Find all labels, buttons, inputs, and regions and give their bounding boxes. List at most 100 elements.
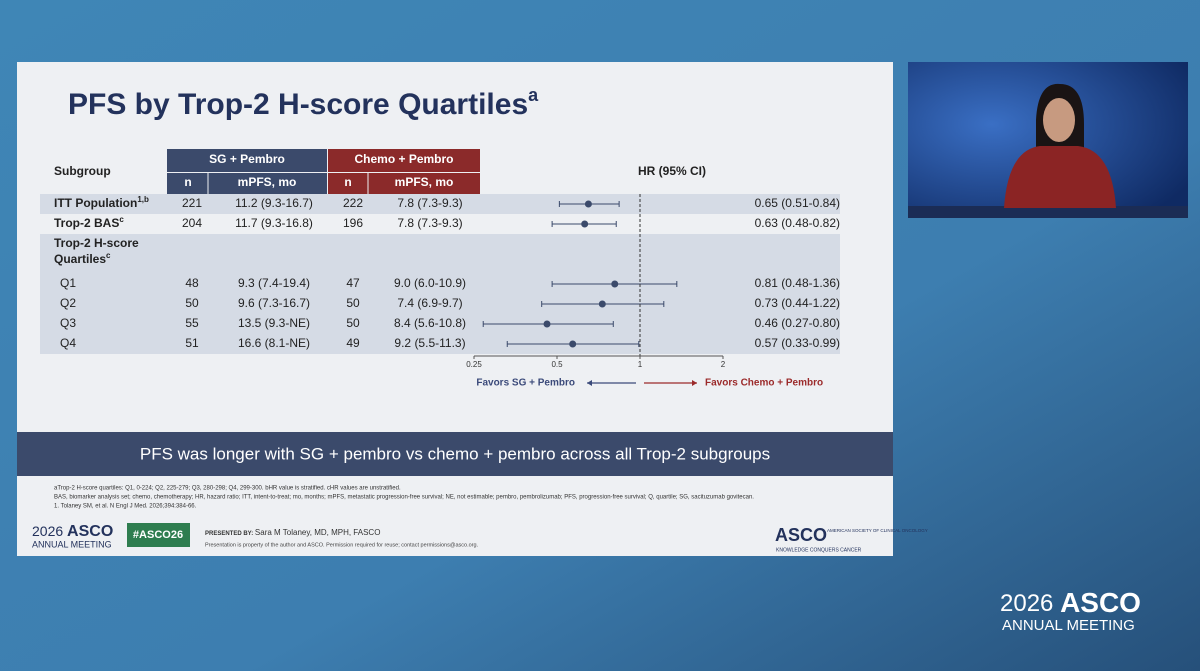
podium bbox=[908, 206, 1188, 218]
row-shade bbox=[40, 234, 840, 274]
hashtag: #ASCO26 bbox=[133, 529, 183, 541]
cell: 50 bbox=[185, 296, 199, 310]
cell: 7.8 (7.3-9.3) bbox=[397, 196, 462, 210]
footnote: BAS, biomarker analysis set; chemo, chem… bbox=[54, 495, 754, 501]
presented-by: PRESENTED BY: Sara M Tolaney, MD, MPH, F… bbox=[205, 528, 380, 537]
label-text: Q3 bbox=[60, 316, 76, 330]
footnote: 1. Tolaney SM, et al. N Engl J Med. 2026… bbox=[54, 504, 197, 510]
cell: 7.8 (7.3-9.3) bbox=[397, 216, 462, 230]
presented-label: PRESENTED BY: bbox=[205, 531, 253, 537]
overlay-sub: ANNUAL MEETING bbox=[1002, 617, 1135, 634]
cell: 221 bbox=[182, 196, 202, 210]
x-tick-label: 1 bbox=[638, 360, 643, 369]
favors-right: Favors Chemo + Pembro bbox=[705, 378, 823, 389]
banner-text: PFS was longer with SG + pembro vs chemo… bbox=[140, 444, 770, 463]
hr-point bbox=[611, 280, 619, 288]
subgroup-header: Subgroup bbox=[54, 164, 111, 178]
cell: 49 bbox=[346, 336, 360, 350]
hr-point bbox=[581, 220, 589, 228]
permission: Presentation is property of the author a… bbox=[205, 542, 479, 548]
cell: 16.6 (8.1-NE) bbox=[238, 336, 310, 350]
row-label: Q2 bbox=[60, 296, 76, 310]
sg-header-box bbox=[167, 149, 327, 172]
cell: 0.65 (0.51-0.84) bbox=[755, 196, 840, 210]
chemo-header: Chemo + Pembro bbox=[354, 152, 453, 166]
x-tick-label: 0.5 bbox=[551, 360, 563, 369]
mpfs-header: mPFS, mo bbox=[238, 175, 297, 189]
speaker-face bbox=[1043, 98, 1075, 142]
cell: 9.3 (7.4-19.4) bbox=[238, 276, 310, 290]
label-sup: c bbox=[119, 215, 124, 224]
cell: 55 bbox=[185, 316, 199, 330]
overlay-logo: 2026 ASCO bbox=[1000, 587, 1141, 618]
cell: 50 bbox=[346, 316, 360, 330]
cell: 204 bbox=[182, 216, 202, 230]
arrow-right-head bbox=[692, 380, 697, 386]
row-label: Trop-2 BASc bbox=[54, 215, 124, 230]
n-header: n bbox=[344, 175, 351, 189]
cell: 222 bbox=[343, 196, 363, 210]
cell: 9.6 (7.3-16.7) bbox=[238, 296, 310, 310]
hr-point bbox=[598, 300, 606, 308]
cell: 48 bbox=[185, 276, 199, 290]
label-sup: 1,b bbox=[137, 195, 149, 204]
cell: 0.73 (0.44-1.22) bbox=[755, 296, 840, 310]
row-label: Q4 bbox=[60, 336, 76, 350]
label-text: Q4 bbox=[60, 336, 76, 350]
cell: 8.4 (5.6-10.8) bbox=[394, 316, 466, 330]
cell: 7.4 (6.9-9.7) bbox=[397, 296, 462, 310]
overlay-year: 2026 bbox=[1000, 590, 1053, 617]
brand: ASCO bbox=[67, 523, 113, 540]
presenter: Sara M Tolaney, MD, MPH, FASCO bbox=[255, 528, 381, 537]
label-text: Trop-2 BAS bbox=[54, 216, 119, 230]
cell: 47 bbox=[346, 276, 360, 290]
label-text: ITT Population bbox=[54, 196, 137, 210]
banner bbox=[17, 432, 893, 476]
forest-plot: 0.25 0.5 1 2 Favors SG + Pembro Favors Chemo … bbox=[466, 194, 823, 389]
hr-point bbox=[569, 340, 577, 348]
label-text: Q2 bbox=[60, 296, 76, 310]
x-tick-label: 0.25 bbox=[466, 360, 482, 369]
cell: 51 bbox=[185, 336, 199, 350]
slide-title: PFS by Trop-2 H-score Quartilesa bbox=[68, 85, 539, 121]
cell: 13.5 (9.3-NE) bbox=[238, 316, 310, 330]
asco-logo: ASCO bbox=[775, 525, 827, 545]
cell: 0.81 (0.48-1.36) bbox=[755, 276, 840, 290]
row-label: Q3 bbox=[60, 316, 76, 330]
cell: 0.46 (0.27-0.80) bbox=[755, 316, 840, 330]
cell: 0.57 (0.33-0.99) bbox=[755, 336, 840, 350]
meeting-sub: ANNUAL MEETING bbox=[32, 539, 112, 549]
title-text: PFS by Trop-2 H-score Quartiles bbox=[68, 88, 528, 121]
sg-header: SG + Pembro bbox=[209, 152, 285, 166]
hashtag-box bbox=[127, 523, 190, 547]
hr-header: HR (95% CI) bbox=[638, 164, 706, 178]
row-label: ITT Population1,b bbox=[54, 195, 149, 210]
chemo-header-box bbox=[328, 149, 480, 172]
n-header: n bbox=[184, 175, 191, 189]
cell: 9.0 (6.0-10.9) bbox=[394, 276, 466, 290]
label-sup: c bbox=[106, 251, 111, 260]
cell: 9.2 (5.5-11.3) bbox=[394, 336, 465, 350]
asco-tagline: KNOWLEDGE CONQUERS CANCER bbox=[776, 547, 862, 553]
cell: 0.63 (0.48-0.82) bbox=[755, 216, 840, 230]
meeting-logo: 2026 ASCO bbox=[32, 523, 113, 541]
overlay-brand: ASCO bbox=[1060, 587, 1141, 618]
row-label: Trop-2 H-score bbox=[54, 236, 139, 250]
cell: 196 bbox=[343, 216, 363, 230]
label-text: Q1 bbox=[60, 276, 76, 290]
chemo-subheader-box bbox=[328, 173, 480, 194]
title-sup: a bbox=[528, 85, 539, 105]
row-label: Q1 bbox=[60, 276, 76, 290]
hr-point bbox=[543, 320, 551, 328]
sg-subheader-box bbox=[167, 173, 327, 194]
cell: 11.2 (9.3-16.7) bbox=[235, 196, 313, 210]
cell: 50 bbox=[346, 296, 360, 310]
favors-left: Favors SG + Pembro bbox=[476, 378, 575, 389]
x-tick-label: 2 bbox=[721, 360, 726, 369]
row-label: Quartilesc bbox=[54, 251, 111, 266]
label-line: Trop-2 H-score bbox=[54, 236, 139, 250]
speaker-jacket bbox=[1004, 146, 1116, 208]
footnote: aTrop-2 H-score quartiles: Q1, 0-224; Q2… bbox=[54, 486, 401, 492]
label-line: Quartiles bbox=[54, 252, 106, 266]
